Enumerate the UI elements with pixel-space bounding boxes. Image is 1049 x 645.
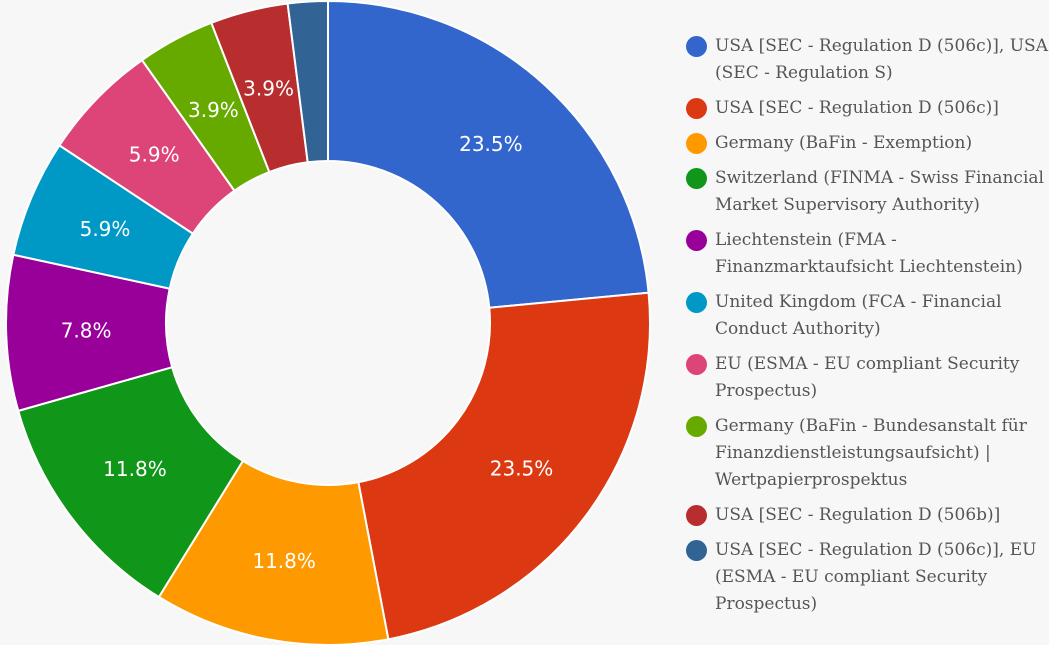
legend-item-9[interactable]: USA [SEC - Regulation D (506c)], EU (ESM… bbox=[686, 537, 1048, 618]
legend-item-7[interactable]: Germany (BaFin - Bundesanstalt für Finan… bbox=[686, 413, 1048, 494]
legend-swatch-1 bbox=[686, 98, 707, 119]
legend-swatch-8 bbox=[686, 505, 707, 526]
legend-item-1[interactable]: USA [SEC - Regulation D (506c)] bbox=[686, 95, 1048, 122]
legend-item-6[interactable]: EU (ESMA - EU compliant Security Prospec… bbox=[686, 351, 1048, 405]
legend-label-5: United Kingdom (FCA - Financial Conduct … bbox=[715, 292, 1002, 339]
slice-0[interactable] bbox=[327, 0, 650, 309]
slice-1[interactable] bbox=[357, 291, 651, 641]
legend-label-0: USA [SEC - Regulation D (506c)], USA (SE… bbox=[715, 36, 1048, 83]
legend-label-8: USA [SEC - Regulation D (506b)] bbox=[715, 505, 1001, 525]
chart-legend: USA [SEC - Regulation D (506c)], USA (SE… bbox=[686, 33, 1048, 626]
legend-item-8[interactable]: USA [SEC - Regulation D (506b)] bbox=[686, 502, 1048, 529]
legend-swatch-0 bbox=[686, 36, 707, 57]
legend-swatch-6 bbox=[686, 354, 707, 375]
legend-item-5[interactable]: United Kingdom (FCA - Financial Conduct … bbox=[686, 289, 1048, 343]
legend-swatch-7 bbox=[686, 416, 707, 437]
legend-swatch-5 bbox=[686, 292, 707, 313]
legend-swatch-9 bbox=[686, 540, 707, 561]
slice-label-3: 11.8% bbox=[103, 457, 167, 481]
legend-item-3[interactable]: Switzerland (FINMA - Swiss Financial Mar… bbox=[686, 165, 1048, 219]
legend-label-3: Switzerland (FINMA - Swiss Financial Mar… bbox=[715, 168, 1044, 215]
legend-item-2[interactable]: Germany (BaFin - Exemption) bbox=[686, 130, 1048, 157]
slice-label-7: 3.9% bbox=[188, 98, 239, 122]
legend-label-9: USA [SEC - Regulation D (506c)], EU (ESM… bbox=[715, 540, 1037, 614]
donut-slices bbox=[5, 0, 651, 645]
legend-item-4[interactable]: Liechtenstein (FMA - Finanzmarktaufsicht… bbox=[686, 227, 1048, 281]
legend-swatch-2 bbox=[686, 133, 707, 154]
legend-label-4: Liechtenstein (FMA - Finanzmarktaufsicht… bbox=[715, 230, 1023, 277]
slice-label-0: 23.5% bbox=[459, 132, 523, 156]
legend-swatch-3 bbox=[686, 168, 707, 189]
legend-label-7: Germany (BaFin - Bundesanstalt für Finan… bbox=[715, 416, 1027, 490]
legend-label-1: USA [SEC - Regulation D (506c)] bbox=[715, 98, 999, 118]
slice-label-8: 3.9% bbox=[243, 76, 294, 100]
legend-label-6: EU (ESMA - EU compliant Security Prospec… bbox=[715, 354, 1020, 401]
donut-labels: 23.5% 23.5% 11.8% 11.8% 7.8% 5.9% 5.9% 3.9%3.9% bbox=[61, 76, 554, 573]
slice-label-4: 7.8% bbox=[61, 319, 112, 343]
slice-label-6: 5.9% bbox=[129, 143, 180, 167]
legend-label-2: Germany (BaFin - Exemption) bbox=[715, 133, 973, 153]
donut-chart: 23.5% 23.5% 11.8% 11.8% 7.8% 5.9% 5.9% 3.9%3.9% bbox=[5, 0, 651, 645]
legend-item-0[interactable]: USA [SEC - Regulation D (506c)], USA (SE… bbox=[686, 33, 1048, 87]
slice-label-1: 23.5% bbox=[490, 456, 554, 480]
slice-label-2: 11.8% bbox=[252, 549, 316, 573]
slice-label-5: 5.9% bbox=[80, 217, 131, 241]
legend-swatch-4 bbox=[686, 230, 707, 251]
slice-9[interactable] bbox=[286, 0, 329, 164]
